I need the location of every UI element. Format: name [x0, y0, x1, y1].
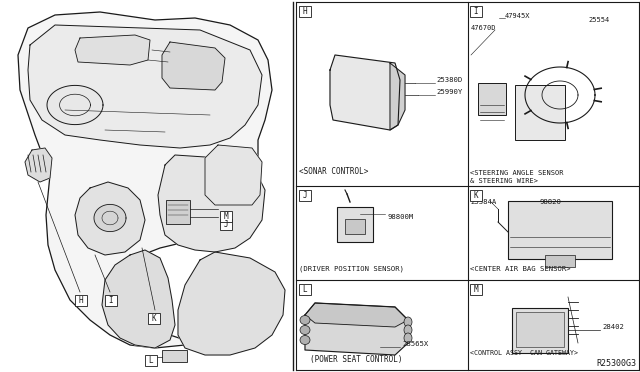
Polygon shape	[75, 182, 145, 255]
Text: 47670D: 47670D	[471, 25, 497, 31]
Text: & STEERING WIRE>: & STEERING WIRE>	[470, 178, 538, 184]
Text: 25990Y: 25990Y	[436, 89, 462, 95]
Bar	[75, 295, 87, 306]
Polygon shape	[94, 204, 126, 232]
Text: 25554: 25554	[588, 17, 609, 23]
Bar	[162, 350, 187, 362]
Polygon shape	[305, 303, 408, 327]
Polygon shape	[178, 252, 285, 355]
Bar	[105, 295, 117, 306]
Bar	[166, 200, 190, 224]
Text: J: J	[303, 191, 307, 200]
Text: R25300G3: R25300G3	[596, 359, 636, 368]
Text: H: H	[303, 7, 307, 16]
Bar	[145, 355, 157, 366]
Polygon shape	[102, 250, 175, 348]
Polygon shape	[390, 63, 405, 130]
Text: <CONTROL ASSY -CAN GATEWAY>: <CONTROL ASSY -CAN GATEWAY>	[470, 350, 578, 356]
Bar	[299, 6, 311, 17]
Text: <STEERING ANGLE SENSOR: <STEERING ANGLE SENSOR	[470, 170, 563, 176]
Text: M: M	[224, 212, 228, 221]
Text: 28402: 28402	[602, 324, 624, 330]
Text: I: I	[109, 296, 113, 305]
Text: K: K	[152, 314, 156, 323]
Bar	[220, 211, 232, 222]
Bar	[345, 219, 365, 234]
Text: 47945X: 47945X	[505, 13, 531, 19]
Bar	[220, 219, 232, 230]
Text: (POWER SEAT CONTROL): (POWER SEAT CONTROL)	[310, 355, 403, 364]
Bar	[512, 308, 568, 353]
Text: 25380D: 25380D	[436, 77, 462, 83]
Text: 28565X: 28565X	[402, 341, 428, 347]
Text: H: H	[79, 296, 83, 305]
Text: I: I	[474, 7, 478, 16]
Text: L: L	[303, 285, 307, 294]
Polygon shape	[330, 55, 400, 130]
Text: (DRIVER POSITION SENSOR): (DRIVER POSITION SENSOR)	[299, 266, 404, 272]
Text: M: M	[474, 285, 478, 294]
Polygon shape	[47, 86, 103, 125]
Text: 25384A: 25384A	[470, 199, 496, 205]
Text: <CENTER AIR BAG SENSOR>: <CENTER AIR BAG SENSOR>	[470, 266, 571, 272]
Polygon shape	[158, 155, 265, 252]
Bar	[299, 284, 311, 295]
Ellipse shape	[404, 333, 412, 343]
Polygon shape	[25, 148, 52, 182]
Bar	[545, 255, 575, 267]
Text: J: J	[224, 220, 228, 229]
Polygon shape	[28, 25, 262, 148]
Bar	[516, 312, 564, 347]
Text: K: K	[474, 191, 478, 200]
Text: L: L	[148, 356, 154, 365]
Bar	[470, 6, 482, 17]
Ellipse shape	[300, 326, 310, 334]
Ellipse shape	[300, 336, 310, 344]
Polygon shape	[75, 35, 150, 65]
Bar	[337, 207, 373, 242]
Polygon shape	[18, 12, 272, 348]
Polygon shape	[162, 42, 225, 90]
Bar	[470, 284, 482, 295]
Ellipse shape	[300, 315, 310, 324]
Bar	[299, 190, 311, 201]
Text: 98820: 98820	[540, 199, 562, 205]
Ellipse shape	[404, 325, 412, 335]
Polygon shape	[205, 145, 262, 205]
Text: <SONAR CONTROL>: <SONAR CONTROL>	[299, 167, 369, 176]
Bar	[515, 85, 565, 140]
Ellipse shape	[404, 317, 412, 327]
Bar	[470, 190, 482, 201]
Bar	[478, 83, 506, 115]
Text: 98800M: 98800M	[387, 214, 413, 220]
Bar	[508, 201, 612, 259]
Polygon shape	[305, 303, 408, 355]
Bar	[148, 313, 160, 324]
